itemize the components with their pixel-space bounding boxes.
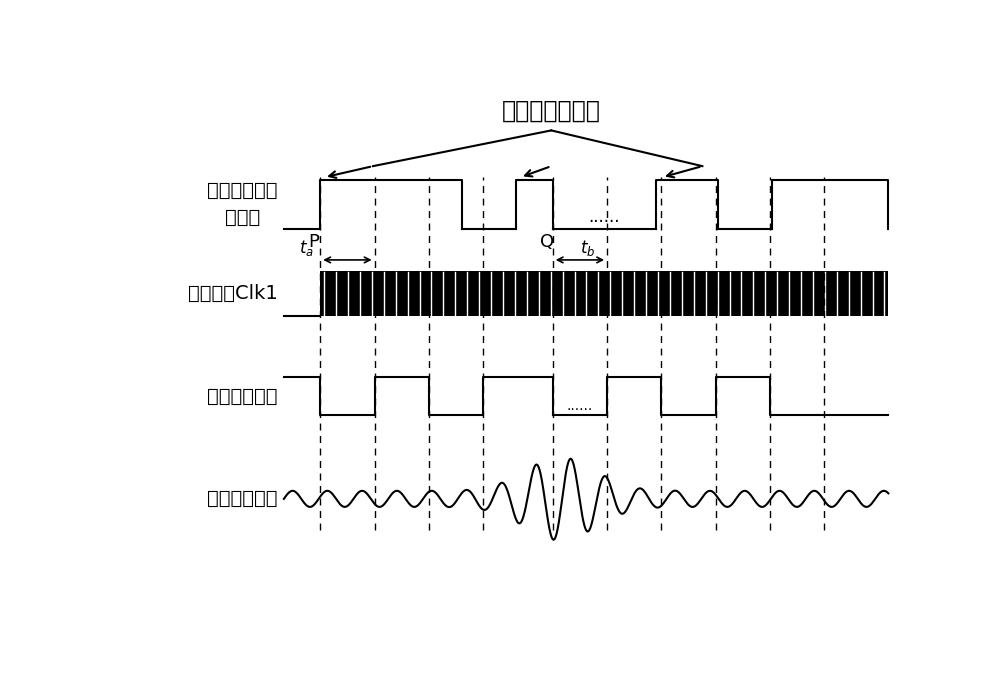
Text: ......: ...... [567, 399, 593, 413]
Text: ......: ...... [589, 208, 620, 226]
Text: $t_b$: $t_b$ [580, 238, 595, 258]
Text: 红外干涉信号: 红外干涉信号 [207, 489, 278, 508]
Text: 高频时钟Clk1: 高频时钟Clk1 [188, 284, 278, 303]
Text: $t_a$: $t_a$ [299, 238, 314, 258]
Text: P: P [309, 233, 320, 251]
Text: 激光干涉过零点: 激光干涉过零点 [502, 98, 601, 122]
Text: 细分后子脉冲: 细分后子脉冲 [207, 387, 278, 406]
Text: 激光干涉过零
点脉冲: 激光干涉过零 点脉冲 [207, 182, 278, 227]
Bar [320, 271, 888, 316]
Text: Q: Q [540, 233, 554, 251]
